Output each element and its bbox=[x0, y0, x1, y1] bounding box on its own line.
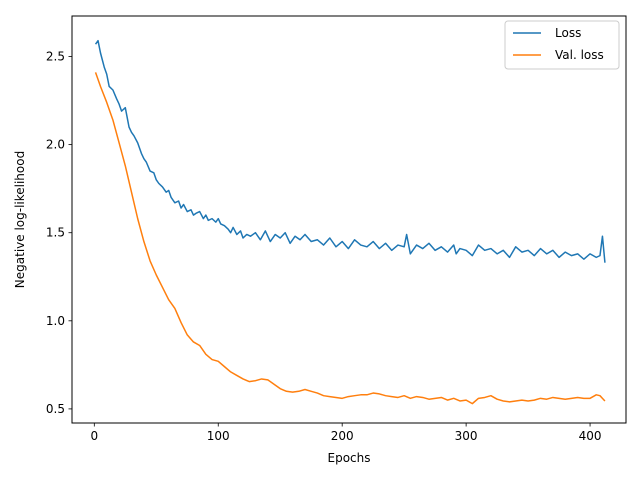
series-line-val-loss bbox=[94, 72, 606, 405]
x-axis-label: Epochs bbox=[328, 451, 371, 465]
x-tick-label: 100 bbox=[207, 429, 230, 443]
legend-label-loss: Loss bbox=[555, 26, 581, 40]
y-tick-label: 2.0 bbox=[46, 138, 65, 152]
plot-frame bbox=[71, 15, 627, 424]
y-tick-label: 0.5 bbox=[46, 402, 65, 416]
y-axis: 0.5 1.0 1.5 2.0 2.5 bbox=[46, 50, 72, 416]
series-layer bbox=[94, 39, 606, 405]
x-tick-label: 0 bbox=[90, 429, 98, 443]
x-axis: 0 100 200 300 400 bbox=[90, 423, 602, 443]
x-tick-label: 400 bbox=[579, 429, 602, 443]
legend-label-val-loss: Val. loss bbox=[555, 48, 604, 62]
series-line-loss bbox=[94, 39, 606, 263]
legend: Loss Val. loss bbox=[504, 20, 620, 70]
y-tick-label: 1.5 bbox=[46, 226, 65, 240]
x-tick-label: 300 bbox=[455, 429, 478, 443]
y-axis-label: Negative log-likelihood bbox=[13, 151, 27, 288]
x-tick-label: 200 bbox=[331, 429, 354, 443]
y-tick-label: 1.0 bbox=[46, 314, 65, 328]
y-tick-label: 2.5 bbox=[46, 50, 65, 64]
